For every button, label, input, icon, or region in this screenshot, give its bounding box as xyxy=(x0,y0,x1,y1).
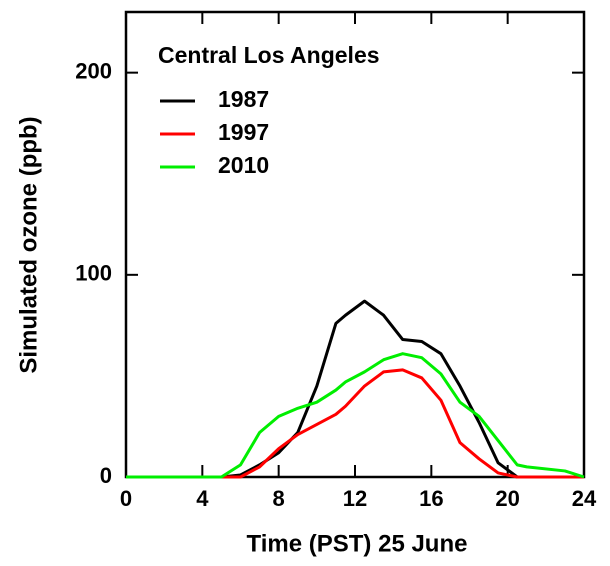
plot-frame xyxy=(124,10,586,479)
x-tick-label: 16 xyxy=(419,486,443,511)
y-tick-label: 0 xyxy=(100,463,112,488)
x-tick-label: 20 xyxy=(495,486,519,511)
x-tick-label: 12 xyxy=(343,486,367,511)
series-line xyxy=(126,299,584,479)
x-tick-label: 0 xyxy=(120,486,132,511)
x-axis-title: Time (PST) 25 June xyxy=(247,530,468,557)
series-line xyxy=(126,352,585,479)
x-tick-label: 24 xyxy=(572,486,597,511)
y-tick-label: 200 xyxy=(75,58,112,83)
y-tick-label: 100 xyxy=(75,261,112,286)
x-tick-label: 8 xyxy=(273,486,285,511)
x-tick-label: 4 xyxy=(196,486,209,511)
y-axis-title: Simulated ozone (ppb) xyxy=(15,116,42,373)
legend-title: Central Los Angeles xyxy=(158,42,380,68)
series-line xyxy=(126,368,584,479)
legend-label: 2010 xyxy=(218,152,269,178)
legend-label: 1997 xyxy=(218,119,269,145)
legend-label: 1987 xyxy=(218,86,269,112)
